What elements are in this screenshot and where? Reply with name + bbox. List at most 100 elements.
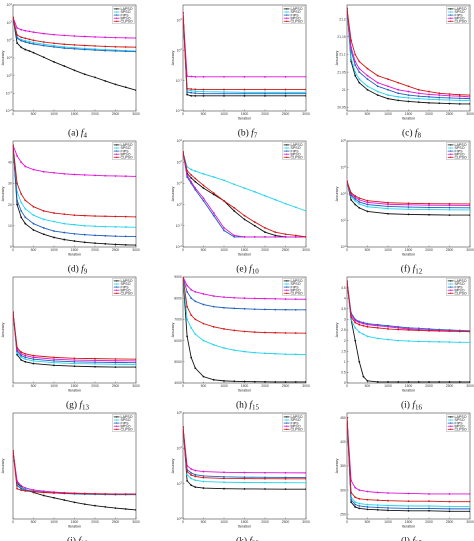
y-tick-label: 7000 — [174, 318, 182, 322]
y-tick-label: 21 — [342, 88, 346, 92]
data-point — [194, 367, 197, 370]
data-point — [264, 94, 266, 97]
x-tick-label: 0 — [12, 384, 14, 388]
data-point — [358, 78, 361, 81]
series-group — [183, 426, 306, 491]
data-point — [53, 212, 55, 214]
x-tick-label: 2000 — [261, 112, 269, 116]
legend-marker — [115, 428, 118, 430]
legend-entry: LAPSO — [291, 279, 303, 283]
data-point — [53, 44, 55, 47]
x-tick-label: 0 — [182, 520, 184, 524]
series-line-lapso — [13, 312, 136, 368]
data-point — [366, 508, 369, 511]
data-point — [253, 331, 256, 334]
legend-marker — [449, 292, 452, 294]
y-axis-label: Accuracy — [335, 50, 339, 65]
legend-marker — [449, 150, 452, 152]
data-point — [16, 487, 18, 490]
data-point — [448, 206, 451, 209]
series-line-fips — [347, 181, 470, 209]
data-point — [305, 308, 306, 311]
series-group — [183, 151, 306, 238]
data-point — [73, 69, 76, 72]
y-tick-label: 21.15 — [337, 35, 346, 39]
data-point — [284, 488, 287, 491]
data-point — [294, 206, 297, 209]
data-point — [94, 359, 96, 362]
data-point — [387, 212, 389, 215]
data-point — [94, 365, 96, 368]
legend-entry: SPSO — [455, 146, 465, 150]
data-point — [32, 358, 35, 361]
data-point — [362, 333, 365, 336]
series-line-lapso — [183, 12, 306, 97]
data-point — [469, 206, 470, 209]
y-tick-label: 4 — [344, 296, 346, 300]
data-point — [233, 380, 236, 383]
data-point — [104, 45, 107, 48]
data-point — [20, 161, 23, 164]
chart-3: 0 500 1000 1500 2000 2500 3000 20.95 21 21.05 21.1… — [335, 4, 474, 140]
data-point — [63, 65, 66, 67]
data-point — [194, 290, 197, 293]
data-point — [186, 284, 189, 287]
data-point — [354, 506, 357, 508]
x-tick-label: 1500 — [71, 112, 79, 116]
data-point — [294, 353, 297, 356]
data-point — [428, 206, 430, 209]
data-point — [124, 175, 127, 178]
data-point — [305, 488, 306, 491]
y-tick-label: 8000 — [174, 296, 182, 300]
data-point — [104, 225, 107, 228]
data-point — [264, 88, 266, 91]
data-point — [438, 94, 441, 96]
data-point — [73, 232, 76, 235]
data-point — [284, 298, 287, 300]
data-point — [284, 91, 287, 94]
legend-marker — [115, 153, 118, 155]
data-point — [24, 487, 27, 489]
data-point — [223, 347, 225, 349]
data-point — [114, 361, 117, 364]
data-point — [83, 241, 86, 244]
data-point — [202, 75, 205, 78]
data-point — [354, 60, 357, 63]
legend-box — [112, 414, 135, 432]
y-axis-label: Accuracy — [1, 186, 5, 201]
x-tick-label: 3000 — [302, 520, 310, 524]
data-point — [469, 209, 470, 211]
x-tick-label: 500 — [365, 112, 371, 116]
data-point — [24, 490, 27, 492]
data-point — [32, 222, 35, 225]
x-tick-label: 2000 — [261, 248, 269, 252]
data-point — [274, 297, 277, 300]
data-point — [20, 193, 23, 195]
legend-entry: CLPSO — [291, 20, 303, 24]
data-point — [264, 331, 266, 334]
data-point — [194, 300, 197, 303]
x-tick-label: 1500 — [405, 248, 413, 252]
legend-entry: LAPSO — [291, 143, 303, 147]
x-axis-label: Iteration — [238, 525, 251, 529]
legend-entry: FIPS — [455, 421, 464, 425]
chart-12: 0 500 1000 1500 2000 2500 3000 250 300 350 400 450 I… — [335, 412, 474, 541]
legend-marker — [449, 419, 452, 421]
data-point — [358, 60, 361, 63]
data-point — [448, 510, 451, 513]
data-point — [469, 99, 470, 102]
data-point — [124, 493, 127, 496]
data-point — [32, 41, 35, 44]
data-point — [243, 235, 246, 238]
x-tick-label: 2000 — [425, 112, 433, 116]
data-point — [362, 322, 365, 325]
data-point — [284, 92, 287, 95]
data-point — [428, 509, 430, 512]
legend-entry: CLPSO — [455, 428, 467, 432]
series-line-lapso — [13, 17, 136, 91]
data-point — [114, 45, 117, 48]
legend-marker — [115, 422, 118, 424]
legend-marker — [115, 289, 118, 291]
data-point — [202, 94, 205, 97]
data-point — [376, 74, 379, 77]
